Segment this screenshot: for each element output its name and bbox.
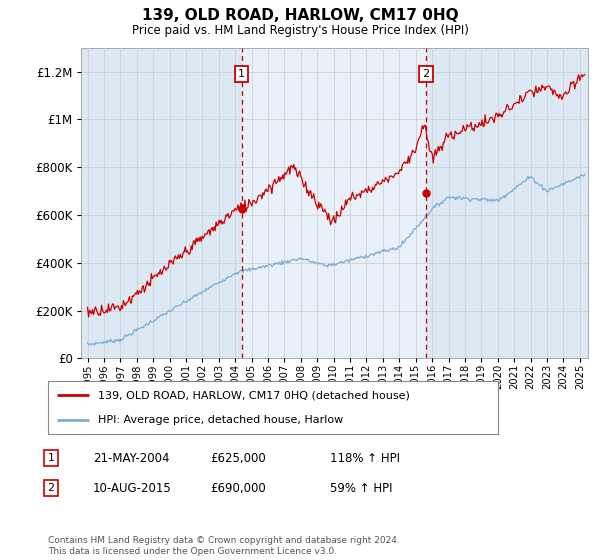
Text: Price paid vs. HM Land Registry's House Price Index (HPI): Price paid vs. HM Land Registry's House … bbox=[131, 24, 469, 36]
Bar bbox=[242, 48, 425, 358]
Text: HPI: Average price, detached house, Harlow: HPI: Average price, detached house, Harl… bbox=[97, 414, 343, 424]
Text: £625,000: £625,000 bbox=[210, 451, 266, 465]
Text: 1: 1 bbox=[47, 453, 55, 463]
Text: 118% ↑ HPI: 118% ↑ HPI bbox=[330, 451, 400, 465]
Text: £690,000: £690,000 bbox=[210, 482, 266, 495]
Text: 2: 2 bbox=[47, 483, 55, 493]
Text: 139, OLD ROAD, HARLOW, CM17 0HQ: 139, OLD ROAD, HARLOW, CM17 0HQ bbox=[142, 8, 458, 24]
Text: Contains HM Land Registry data © Crown copyright and database right 2024.
This d: Contains HM Land Registry data © Crown c… bbox=[48, 536, 400, 556]
Text: 10-AUG-2015: 10-AUG-2015 bbox=[93, 482, 172, 495]
Text: 59% ↑ HPI: 59% ↑ HPI bbox=[330, 482, 392, 495]
Text: 2: 2 bbox=[422, 69, 429, 79]
Text: 21-MAY-2004: 21-MAY-2004 bbox=[93, 451, 170, 465]
Text: 139, OLD ROAD, HARLOW, CM17 0HQ (detached house): 139, OLD ROAD, HARLOW, CM17 0HQ (detache… bbox=[97, 390, 409, 400]
Text: 1: 1 bbox=[238, 69, 245, 79]
